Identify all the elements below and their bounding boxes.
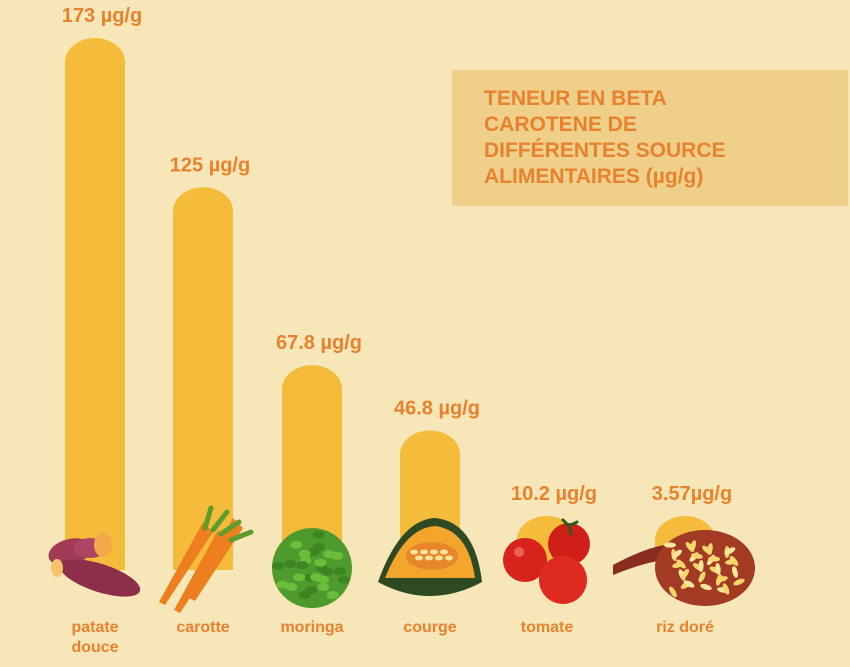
category-label: tomate bbox=[521, 619, 574, 636]
bar-carotte bbox=[173, 187, 233, 570]
category-label: patate bbox=[71, 619, 118, 636]
value-label: 67.8 µg/g bbox=[276, 332, 362, 354]
value-labels-group: 173 µg/g 125 µg/g 67.8 µg/g 46.8 µg/g 10.2 µ… bbox=[62, 5, 732, 505]
category-label: carotte bbox=[176, 619, 229, 636]
value-label: 125 µg/g bbox=[170, 154, 250, 176]
value-label: 46.8 µg/g bbox=[394, 397, 480, 419]
category-labels-group: patate douce carotte moringa courge tomate riz… bbox=[71, 619, 714, 656]
bar-moringa bbox=[282, 365, 342, 570]
tomato-icon bbox=[503, 518, 590, 604]
category-label: courge bbox=[403, 619, 456, 636]
chart-title: TENEUR EN BETA CAROTENE DE DIFFÉRENTES S… bbox=[484, 87, 726, 188]
value-label: 173 µg/g bbox=[62, 5, 142, 27]
value-label: 10.2 µg/g bbox=[511, 483, 597, 505]
bar-patate-douce bbox=[65, 38, 125, 570]
category-label: moringa bbox=[280, 619, 343, 636]
sweet-potato-icon bbox=[48, 533, 141, 597]
chart-title-box: TENEUR EN BETA CAROTENE DE DIFFÉRENTES S… bbox=[452, 70, 848, 206]
category-label: douce bbox=[71, 639, 118, 656]
category-label: riz doré bbox=[656, 619, 714, 636]
carrot-icon bbox=[159, 505, 254, 613]
golden-rice-icon bbox=[613, 530, 755, 606]
bars-group bbox=[65, 38, 715, 570]
value-label: 3.57µg/g bbox=[652, 483, 732, 505]
icons-group bbox=[48, 505, 755, 613]
moringa-icon bbox=[272, 528, 352, 608]
pumpkin-icon bbox=[378, 518, 482, 596]
